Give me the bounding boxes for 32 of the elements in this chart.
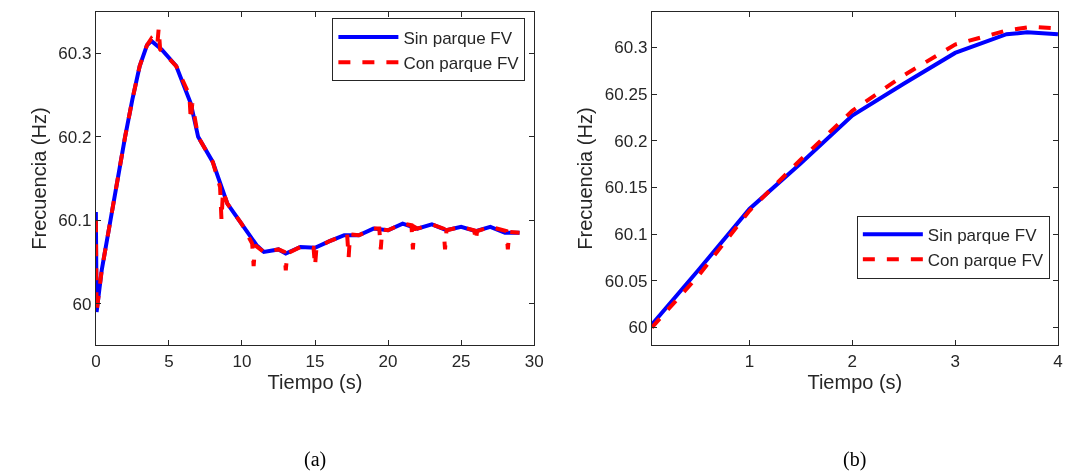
legend-label: Sin parque FV	[927, 225, 1038, 245]
y-axis-title: Frecuencia (Hz)	[27, 107, 50, 250]
x-tick-label: 25	[451, 351, 471, 371]
x-tick-label: 20	[378, 351, 398, 371]
y-tick-label: 60.3	[58, 44, 92, 64]
x-tick-label: 3	[950, 351, 960, 371]
x-axis-title: Tiempo (s)	[807, 370, 903, 393]
y-tick-label: 60.15	[604, 178, 648, 198]
y-tick-label: 60.3	[614, 38, 648, 58]
x-tick-label: 4	[1053, 351, 1063, 371]
x-tick-label: 10	[232, 351, 252, 371]
x-tick-label: 0	[91, 351, 101, 371]
x-tick-label: 1	[744, 351, 755, 371]
text: (b)	[843, 448, 867, 471]
y-tick-label: 60	[628, 318, 648, 338]
y-tick-label: 60.1	[58, 211, 92, 231]
x-tick-label: 5	[164, 351, 174, 371]
y-tick-label: 60.05	[604, 271, 648, 291]
x-tick-label: 2	[847, 351, 858, 371]
legend-label: Sin parque FV	[403, 28, 513, 48]
legend-label: Con parque FV	[403, 53, 520, 73]
text: (a)	[304, 448, 327, 471]
y-axis-title: Frecuencia (Hz)	[574, 107, 597, 250]
y-tick-label: 60.1	[614, 225, 648, 245]
legend-label: Con parque FV	[927, 250, 1044, 270]
y-tick-label: 60	[72, 294, 92, 314]
y-tick-label: 60.2	[58, 127, 92, 147]
x-tick-label: 15	[305, 351, 325, 371]
y-tick-label: 60.25	[604, 84, 648, 104]
x-axis-title: Tiempo (s)	[267, 370, 363, 393]
y-tick-label: 60.2	[614, 131, 648, 151]
x-tick-label: 30	[524, 351, 544, 371]
